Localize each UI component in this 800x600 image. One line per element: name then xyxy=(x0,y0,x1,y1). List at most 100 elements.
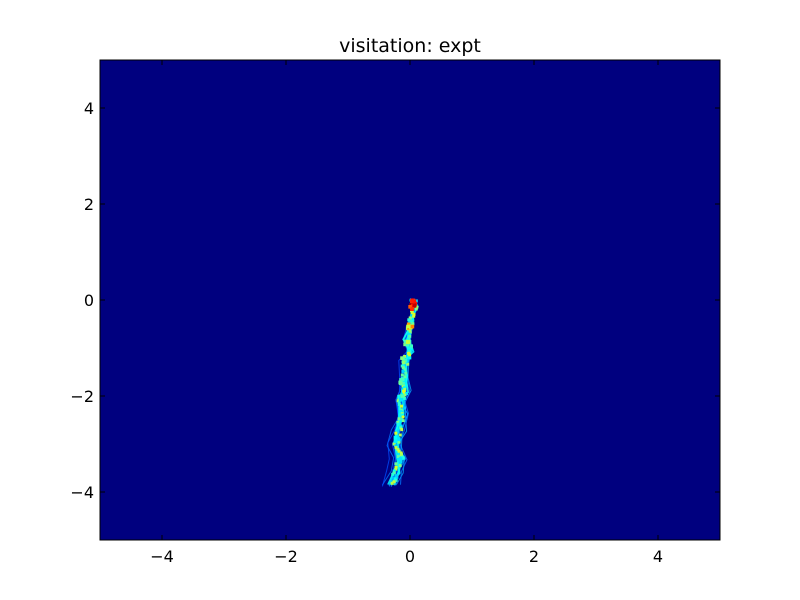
heatmap-trail xyxy=(381,298,419,487)
visit-cell xyxy=(394,446,398,450)
visit-cell xyxy=(397,402,401,406)
visit-cell xyxy=(400,411,404,415)
hotspot-cell xyxy=(401,360,406,365)
hotspot-cell xyxy=(412,299,417,303)
y-tick-label: −4 xyxy=(70,483,94,502)
visit-cell xyxy=(399,410,402,414)
visit-cell xyxy=(402,386,406,390)
visit-cell xyxy=(401,413,405,417)
visit-cell xyxy=(396,420,400,424)
x-axis: −4 −2 0 2 4 xyxy=(150,60,663,566)
visit-cell xyxy=(390,481,394,485)
visit-cell xyxy=(403,368,407,372)
visit-cell xyxy=(415,305,419,309)
visit-cell xyxy=(396,422,400,426)
hotspot-cell xyxy=(412,304,417,308)
visit-cell xyxy=(391,472,395,476)
visit-cell xyxy=(406,362,410,366)
visit-cell xyxy=(403,375,407,379)
hotspot-cell xyxy=(403,342,407,347)
visit-cell xyxy=(405,392,408,396)
visit-cell xyxy=(403,387,407,391)
visit-cell xyxy=(398,464,402,468)
visit-cell xyxy=(401,384,405,388)
hotspot-cell xyxy=(410,307,415,311)
y-tick-label: 2 xyxy=(84,195,94,214)
x-tick-label: 4 xyxy=(653,547,663,566)
hotspot-cell xyxy=(403,358,407,363)
hotspot-cell xyxy=(401,381,405,386)
visit-cell xyxy=(400,364,404,368)
visit-cell xyxy=(408,330,412,334)
visit-cell xyxy=(403,354,407,358)
hotspot-cell xyxy=(400,356,404,360)
visit-cell xyxy=(411,322,415,326)
visit-cell xyxy=(408,334,412,338)
hotspot-cell xyxy=(406,340,411,344)
visit-cell xyxy=(394,444,398,448)
visit-cell xyxy=(401,369,405,373)
visit-cell xyxy=(399,408,403,412)
visit-cell xyxy=(399,451,403,455)
visit-cell xyxy=(401,366,405,370)
hotspot-cell xyxy=(397,394,401,399)
visit-cell xyxy=(412,314,416,318)
visit-cell xyxy=(414,307,418,311)
visit-cell xyxy=(400,453,403,457)
visit-cell xyxy=(394,465,398,469)
visit-cell xyxy=(403,406,406,410)
visit-cell xyxy=(410,320,414,324)
visit-cell xyxy=(394,462,398,466)
visit-cell xyxy=(400,373,404,377)
visit-cell xyxy=(407,318,411,322)
hotspot-cell xyxy=(408,305,412,309)
hotspot-cell xyxy=(400,394,405,398)
visit-cell xyxy=(407,332,411,336)
hotspot-cell xyxy=(401,455,405,460)
visit-cell xyxy=(395,475,399,479)
hotspot-cell xyxy=(400,377,405,382)
visit-cell xyxy=(396,447,400,451)
hotspot-cell xyxy=(406,322,411,327)
hotspot-cell xyxy=(410,324,415,329)
visit-cell xyxy=(397,449,401,453)
visit-cell xyxy=(404,371,408,375)
visit-cell xyxy=(408,353,412,357)
hotspot-cell xyxy=(395,435,400,439)
visit-cell xyxy=(399,424,403,428)
visit-cell xyxy=(392,442,396,446)
y-tick-label: −2 xyxy=(70,387,94,406)
y-axis: −4 −2 0 2 4 xyxy=(70,99,720,502)
visit-cell xyxy=(392,480,396,484)
visit-cell xyxy=(401,415,405,419)
visit-cell xyxy=(400,428,404,432)
visit-cell xyxy=(397,455,400,459)
hotspot-cell xyxy=(398,381,403,385)
visit-cell xyxy=(394,431,398,435)
x-tick-label: −2 xyxy=(274,547,298,566)
visit-cell xyxy=(408,356,412,360)
visit-cell xyxy=(399,460,403,464)
hotspot-cell xyxy=(406,324,410,329)
visit-cell xyxy=(392,469,396,473)
visit-cell xyxy=(398,433,402,437)
hotspot-cell xyxy=(403,339,408,344)
visit-cell xyxy=(400,404,403,408)
hotspot-cell xyxy=(393,435,398,440)
visit-cell xyxy=(397,440,401,444)
visit-cell xyxy=(410,311,414,315)
x-tick-label: 0 xyxy=(405,547,415,566)
chart-title: visitation: expt xyxy=(339,35,481,57)
visit-cell xyxy=(397,417,401,421)
y-tick-label: 0 xyxy=(84,291,94,310)
visit-cell xyxy=(408,328,412,332)
hotspot-cell xyxy=(398,457,403,461)
visit-cell xyxy=(402,396,406,400)
x-tick-label: 2 xyxy=(529,547,539,566)
visit-cell xyxy=(394,478,398,482)
x-tick-label: −4 xyxy=(150,547,174,566)
visit-cell xyxy=(408,316,412,320)
visit-cell xyxy=(399,426,403,430)
visit-cell xyxy=(402,390,406,394)
